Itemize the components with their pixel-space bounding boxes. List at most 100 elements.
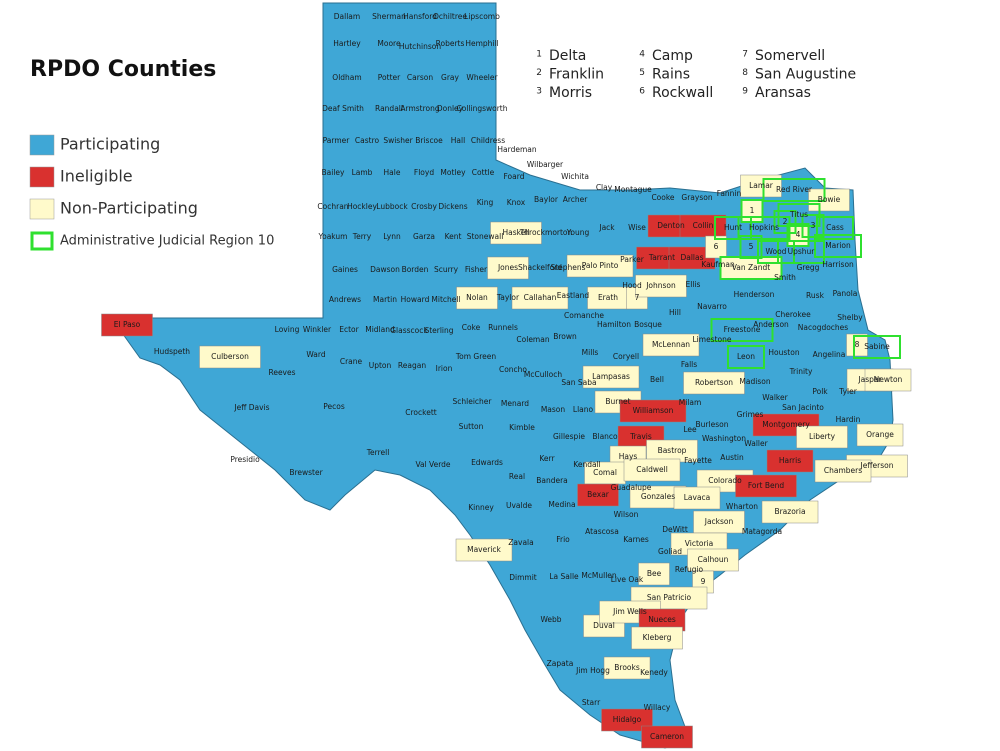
county-label: Nolan xyxy=(466,293,488,302)
county-label: Marion xyxy=(825,241,851,250)
county-label: Wharton xyxy=(726,502,758,511)
county-label: Colorado xyxy=(708,476,742,485)
county-shape xyxy=(683,371,745,395)
legend-swatch xyxy=(29,134,55,156)
county-shape xyxy=(577,483,619,507)
county-label: Comal xyxy=(593,468,617,477)
county-label: Cass xyxy=(826,223,844,232)
county-label: Atascosa xyxy=(585,527,619,536)
legend-label: Participating xyxy=(60,135,160,154)
county-label: Briscoe xyxy=(415,136,443,145)
county-label: Fayette xyxy=(684,456,712,465)
county-shape xyxy=(582,365,640,389)
county-label: Donley xyxy=(437,104,464,113)
county-label: Runnels xyxy=(488,323,518,332)
county-shape xyxy=(511,286,569,310)
county-label: Val Verde xyxy=(415,460,450,469)
texas-outline xyxy=(102,2,894,749)
county-label: Hardin xyxy=(836,415,861,424)
county-label: Navarro xyxy=(697,302,727,311)
region-border xyxy=(757,240,795,264)
county-label: Webb xyxy=(540,615,561,624)
number-key: 1 Delta 2 Franklin 3 Morris 4 Camp 5 Rains 6 Rockwa… xyxy=(536,48,856,101)
county-label: Harrison xyxy=(822,260,854,269)
county-label: Sherman xyxy=(372,12,406,21)
county-shape xyxy=(638,562,670,586)
county-label: Hamilton xyxy=(597,320,631,329)
county-label: Burleson xyxy=(696,420,729,429)
county-label: Howard xyxy=(401,295,430,304)
county-label: Bee xyxy=(647,569,662,578)
county-label: Floyd xyxy=(414,168,434,177)
county-label: Matagorda xyxy=(742,527,782,536)
key-name: San Augustine xyxy=(755,67,856,83)
county-label: Hopkins xyxy=(749,223,779,232)
county-label: Dawson xyxy=(370,265,400,274)
county-shape xyxy=(199,345,261,369)
county-label: Midland xyxy=(365,325,395,334)
county-label: Palo Pinto xyxy=(582,261,619,270)
county-label: Bexar xyxy=(587,490,610,499)
county-label: Montague xyxy=(614,185,652,194)
key-name: Rockwall xyxy=(652,85,713,101)
key-name: Camp xyxy=(652,48,693,64)
title: RPDO Counties xyxy=(30,57,216,82)
county-label: Hays xyxy=(619,452,638,461)
county-label: Coke xyxy=(462,323,481,332)
county-label: Kinney xyxy=(468,503,494,512)
county-label: Tarrant xyxy=(648,253,675,262)
county-label: Armstrong xyxy=(400,104,439,113)
county-label: Throckmorton xyxy=(519,228,573,237)
county-label: Zavala xyxy=(508,538,533,547)
county-label: Jim Hogg xyxy=(575,666,610,675)
county-label: DeWitt xyxy=(662,525,688,534)
county-shape xyxy=(642,333,700,357)
county-label: Presidio xyxy=(230,455,260,464)
county-label: Limestone xyxy=(693,335,732,344)
county-shape xyxy=(856,423,904,447)
county-label: Coleman xyxy=(516,335,549,344)
county-label: Gonzales xyxy=(641,492,675,501)
county-label: Collingsworth xyxy=(457,104,508,113)
county-label: Hunt xyxy=(724,223,742,232)
county-label: Andrews xyxy=(329,295,361,304)
county-label: Fisher xyxy=(465,265,488,274)
county-label: Titus xyxy=(789,210,808,219)
county-label: Henderson xyxy=(734,290,775,299)
region-border xyxy=(710,318,774,342)
county-label: Jeff Davis xyxy=(233,403,269,412)
county-label: Crockett xyxy=(405,408,436,417)
county-label: Newton xyxy=(874,375,903,384)
county-label: King xyxy=(477,198,494,207)
county-shape xyxy=(761,500,819,524)
county-label: Falls xyxy=(681,360,697,369)
county-label: Milam xyxy=(679,398,702,407)
county-shape xyxy=(740,174,782,198)
county-label: McMullen xyxy=(581,571,617,580)
county-shape xyxy=(864,368,912,392)
county-shape xyxy=(101,313,153,337)
county-label: Polk xyxy=(812,387,828,396)
county-label: 2 xyxy=(783,217,788,226)
county-label: Rusk xyxy=(806,291,825,300)
key-number: 1 xyxy=(536,50,542,60)
county-label: Wise xyxy=(628,223,646,232)
county-label: Hudspeth xyxy=(154,347,190,356)
county-label: Duval xyxy=(593,621,615,630)
county-label: Reeves xyxy=(268,368,295,377)
key-number: 3 xyxy=(536,87,542,97)
county-label: Kimble xyxy=(509,423,535,432)
region-border xyxy=(773,210,797,234)
county-label: Llano xyxy=(573,405,594,414)
county-label: Callahan xyxy=(524,293,557,302)
county-label: Dimmit xyxy=(509,573,537,582)
county-label: Lamar xyxy=(749,181,774,190)
county-label: Swisher xyxy=(383,136,413,145)
county-label: McLennan xyxy=(652,340,690,349)
county-label: 6 xyxy=(714,242,719,251)
county-label: Travis xyxy=(629,432,652,441)
county-label: Freestone xyxy=(724,325,761,334)
county-label: Erath xyxy=(598,293,618,302)
county-label: Potter xyxy=(378,73,401,82)
